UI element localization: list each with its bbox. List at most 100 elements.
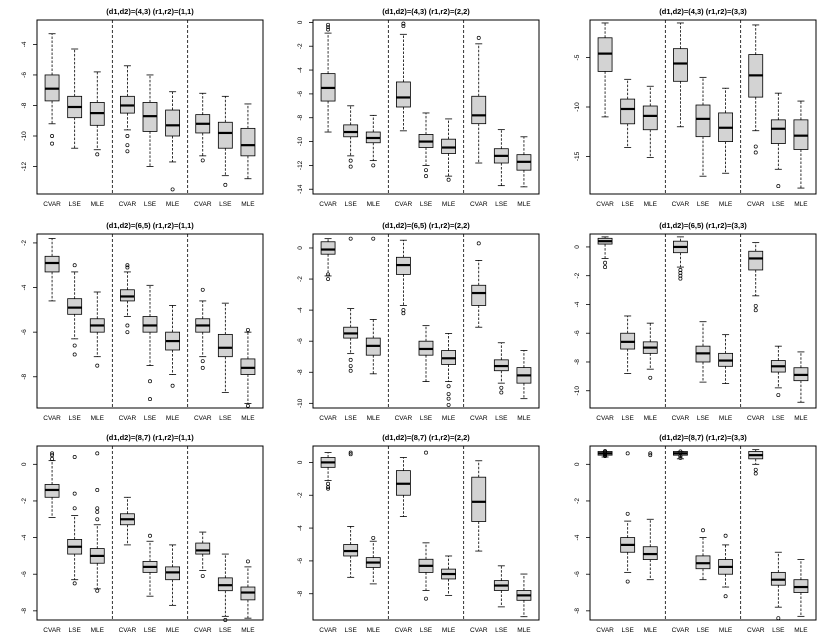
outlier-point <box>678 454 683 459</box>
y-tick-label: -4 <box>574 301 581 307</box>
box-iqr <box>642 105 658 131</box>
panel-title: (d1,d2)=(4,3) (r1,r2)=(2,2) <box>382 7 470 16</box>
outlier-point <box>72 491 77 496</box>
category-label: LSE <box>420 201 433 208</box>
box-iqr <box>120 289 135 302</box>
outlier-point <box>348 364 353 369</box>
category-label: MLE <box>442 201 456 208</box>
box-iqr <box>217 121 233 149</box>
box-iqr <box>320 241 336 255</box>
box-mle: MLE <box>793 100 809 208</box>
category-label: CVAR <box>194 201 212 208</box>
outlier-point <box>446 402 451 407</box>
category-label: MLE <box>517 201 531 208</box>
y-tick-label: -4 <box>21 284 28 290</box>
outlier-point <box>499 390 504 395</box>
category-label: CVAR <box>747 627 765 634</box>
panel-title: (d1,d2)=(6,5) (r1,r2)=(2,2) <box>382 221 470 230</box>
y-tick-label: -2 <box>297 492 304 498</box>
plot-frame <box>589 233 817 409</box>
box-iqr <box>441 138 457 154</box>
box-lse: LSE <box>620 315 636 422</box>
box-lse: LSE <box>217 95 233 208</box>
category-label: CVAR <box>747 201 765 208</box>
box-cvar: CVAR <box>395 457 412 634</box>
y-tick-label: -4 <box>21 41 28 47</box>
box-lse: LSE <box>770 345 786 422</box>
category-label: MLE <box>241 627 255 634</box>
category-label: MLE <box>644 201 658 208</box>
box-lse: LSE <box>493 565 509 634</box>
box-cvar: CVAR <box>194 287 212 422</box>
y-tick-label: -6 <box>297 91 304 97</box>
outlier-point <box>170 383 175 388</box>
outlier-point <box>326 22 331 27</box>
box-lse: LSE <box>770 551 786 634</box>
panel-title: (d1,d2)=(8,7) (r1,r2)=(3,3) <box>659 433 747 442</box>
outlier-point <box>50 451 55 456</box>
category-label: MLE <box>241 415 255 422</box>
outlier-point <box>371 163 376 168</box>
box-mle: MLE <box>441 333 457 422</box>
category-label: MLE <box>794 201 808 208</box>
box-lse: LSE <box>418 112 434 208</box>
outlier-point <box>753 303 758 308</box>
category-label: LSE <box>772 201 785 208</box>
category-label: LSE <box>345 627 358 634</box>
outlier-point <box>72 352 77 357</box>
box-mle: MLE <box>165 544 181 634</box>
category-label: CVAR <box>596 415 614 422</box>
box-cvar: CVAR <box>672 449 689 634</box>
outlier-point <box>701 528 705 533</box>
box-lse: LSE <box>217 553 233 634</box>
category-label: MLE <box>367 201 381 208</box>
y-tick-label: -8 <box>21 373 28 379</box>
category-label: MLE <box>794 415 808 422</box>
outlier-point <box>170 187 175 192</box>
y-tick-label: 0 <box>21 462 28 466</box>
box-lse: LSE <box>695 321 711 422</box>
y-tick-label: -8 <box>574 359 581 365</box>
outlier-point <box>648 451 653 456</box>
outlier-point <box>678 455 683 460</box>
category-label: CVAR <box>43 201 61 208</box>
outlier-point <box>50 141 55 146</box>
y-tick-label: -15 <box>574 151 581 161</box>
outlier-point <box>72 581 77 586</box>
outlier-point <box>348 236 353 241</box>
box-lse: LSE <box>695 76 711 208</box>
box-mle: MLE <box>516 573 532 634</box>
box-iqr <box>142 316 158 333</box>
outlier-point <box>678 276 683 281</box>
y-tick-label: -8 <box>297 590 304 596</box>
category-label: LSE <box>697 201 710 208</box>
box-cvar: CVAR <box>119 65 136 208</box>
plot-frame <box>36 19 264 195</box>
box-cvar: CVAR <box>319 452 337 634</box>
box-mle: MLE <box>165 91 181 208</box>
y-tick-label: -4 <box>297 307 304 313</box>
outlier-point <box>446 396 451 401</box>
y-tick-label: -6 <box>297 338 304 344</box>
category-label: CVAR <box>470 201 488 208</box>
outlier-point <box>95 506 100 511</box>
outlier-point <box>603 260 608 265</box>
category-label: LSE <box>420 415 433 422</box>
box-lse: LSE <box>418 325 434 422</box>
plot-frame <box>36 445 264 621</box>
panel-title: (d1,d2)=(4,3) (r1,r2)=(1,1) <box>106 7 194 16</box>
category-label: MLE <box>719 415 733 422</box>
y-tick-label: -2 <box>21 240 28 246</box>
outlier-point <box>424 450 428 455</box>
outlier-point <box>446 392 451 396</box>
box-iqr <box>770 119 786 144</box>
outlier-point <box>50 453 55 458</box>
panel-title: (d1,d2)=(6,5) (r1,r2)=(3,3) <box>659 221 747 230</box>
box-cvar: CVAR <box>119 263 136 422</box>
category-label: LSE <box>495 201 508 208</box>
outlier-point <box>776 393 781 398</box>
outlier-point <box>348 450 353 455</box>
category-label: CVAR <box>747 415 765 422</box>
category-label: CVAR <box>43 627 61 634</box>
y-tick-label: -6 <box>21 329 28 335</box>
